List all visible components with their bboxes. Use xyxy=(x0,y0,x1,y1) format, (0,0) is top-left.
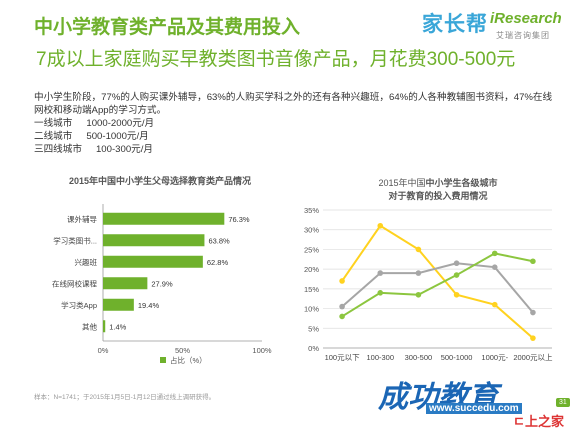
intro-paragraph: 中小学生阶段，77%的人购买课外辅导，63%的人购买学科之外的还有各种兴趣班，6… xyxy=(34,92,553,116)
series-point xyxy=(377,290,384,296)
spend-by-city-line-chart: 2015年中国中小学生各级城市对于教育的投入费用情况0%5%10%15%20%2… xyxy=(304,177,553,362)
x-tick-label: 2000元以上 xyxy=(513,353,553,362)
bar xyxy=(103,234,205,247)
page-subtitle: 7成以上家庭购买早教类图书音像产品，月花费300-500元 xyxy=(36,49,516,70)
y-tick-label: 25% xyxy=(304,245,319,254)
series-point xyxy=(339,313,345,320)
bar xyxy=(103,277,148,290)
city-name: 二线城市 xyxy=(34,131,73,142)
bar-value-label: 63.8% xyxy=(208,236,230,245)
y-tick-label: 30% xyxy=(304,226,319,235)
series-point xyxy=(415,270,422,276)
category-label: 学习类图书... xyxy=(53,235,97,245)
series-point xyxy=(339,303,345,310)
series-point xyxy=(530,258,536,265)
series-point xyxy=(453,272,460,278)
series-point xyxy=(491,250,498,257)
chart-title: 2015年中国中小学生父母选择教育类产品情况 xyxy=(69,175,251,186)
series-point xyxy=(530,309,536,316)
corner-logo: ㄷ上之家 xyxy=(513,414,564,429)
series-line xyxy=(341,262,534,314)
bar-value-label: 1.4% xyxy=(109,322,126,331)
legend-label: 占比（%） xyxy=(170,355,207,365)
y-tick-label: 5% xyxy=(308,324,319,333)
bar-value-label: 27.9% xyxy=(151,279,173,288)
x-tick-label: 50% xyxy=(175,346,190,355)
series-point xyxy=(377,270,384,276)
bar-value-label: 76.3% xyxy=(228,215,250,224)
x-tick-label: 0% xyxy=(98,346,109,355)
series-point xyxy=(377,222,384,229)
series-point xyxy=(453,291,460,298)
bar xyxy=(103,212,225,225)
city-line-tier2: 二线城市 500-1000元/月 xyxy=(34,130,554,143)
jiazhangbang-logo: 家长帮 xyxy=(422,8,488,38)
bar xyxy=(103,320,106,333)
watermark-url: www.succedu.com xyxy=(426,403,522,414)
city-line-tier3: 三四线城市 100-300元/月 xyxy=(34,143,554,156)
city-name: 三四线城市 xyxy=(34,144,82,155)
category-label: 在线网校课程 xyxy=(52,278,97,288)
series-point xyxy=(491,264,498,270)
x-tick-label: 100-300 xyxy=(366,353,394,362)
chart-title-prefix: 2015年中国 xyxy=(378,177,425,188)
bar xyxy=(103,255,203,268)
x-tick-label: 100% xyxy=(252,346,272,355)
city-spend: 500-1000元/月 xyxy=(86,131,149,142)
legend-swatch xyxy=(160,357,166,363)
x-tick-label: 300-500 xyxy=(405,353,433,362)
category-label: 兴趣班 xyxy=(75,257,98,267)
series-point xyxy=(339,278,345,284)
city-line-tier1: 一线城市 1000-2000元/月 xyxy=(34,117,554,130)
category-label: 课外辅导 xyxy=(67,214,97,224)
page-number: 31 xyxy=(556,398,570,407)
jiazhangbang-logo-text: 家长帮 xyxy=(422,13,488,36)
category-label: 学习类App xyxy=(61,300,97,310)
bar-value-label: 62.8% xyxy=(207,258,229,267)
x-tick-label: 100元以下 xyxy=(325,353,361,362)
source-note: 样本：N=1741；于2015年1月5日-1月12日通过线上调研获得。 xyxy=(34,394,216,401)
series-point xyxy=(415,291,422,298)
y-tick-label: 15% xyxy=(304,285,319,294)
category-label: 其他 xyxy=(82,321,97,331)
city-spend: 100-300元/月 xyxy=(95,144,154,155)
iresearch-logo: iResearch xyxy=(490,10,562,27)
y-tick-label: 0% xyxy=(308,344,319,353)
chart-title-line1: 2015年中国中小学生各级城市 xyxy=(378,177,497,188)
series-point xyxy=(530,335,536,341)
y-tick-label: 20% xyxy=(304,265,319,274)
chart-title-bold: 中小学生各级城市 xyxy=(426,177,498,188)
bar xyxy=(103,298,134,311)
y-tick-label: 35% xyxy=(304,206,319,215)
bar-value-label: 19.4% xyxy=(138,301,160,310)
series-point xyxy=(453,260,460,267)
intro-text: 中小学生阶段，77%的人购买课外辅导，63%的人购买学科之外的还有各种兴趣班，6… xyxy=(34,91,554,156)
page-title: 中小学教育类产品及其费用投入 xyxy=(34,17,301,38)
city-name: 一线城市 xyxy=(34,118,73,129)
series-line xyxy=(341,224,534,339)
x-tick-label: 500-1000 xyxy=(441,353,473,362)
series-line xyxy=(341,252,534,318)
series-point xyxy=(491,301,498,308)
series-point xyxy=(415,246,422,253)
chart-title-line2: 对于教育的投入费用情况 xyxy=(388,190,487,201)
x-tick-label: 1000元- xyxy=(481,353,508,362)
city-spend: 1000-2000元/月 xyxy=(86,118,155,129)
y-tick-label: 10% xyxy=(304,305,319,314)
iresearch-logo-cn: 艾瑞咨询集团 xyxy=(496,31,550,40)
